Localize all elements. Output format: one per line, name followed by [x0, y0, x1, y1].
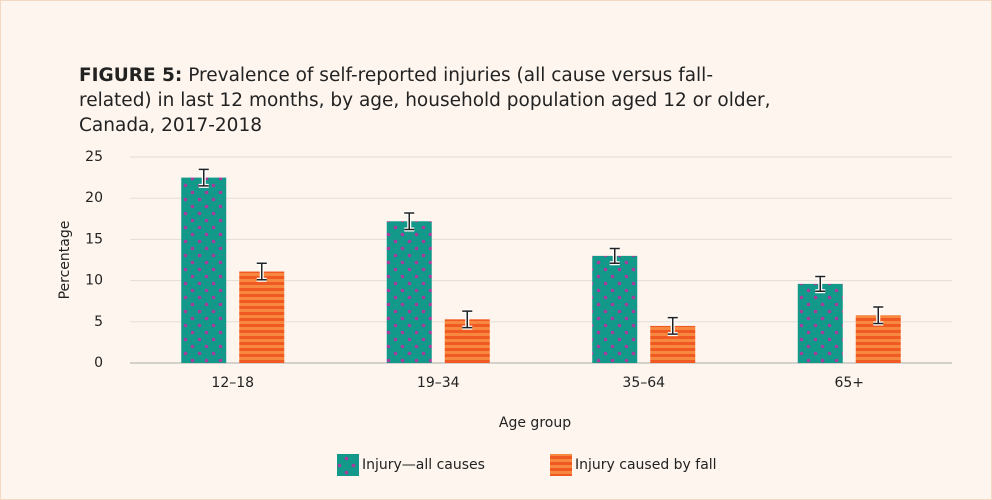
error-bar — [462, 310, 473, 329]
legend-label: Injury—all causes — [362, 457, 485, 473]
legend-swatch — [337, 454, 359, 476]
legend-label: Injury caused by fall — [575, 457, 717, 473]
y-tick-label: 10 — [85, 273, 103, 289]
title-text: Prevalence of self-reported injuries (al… — [79, 65, 771, 136]
x-tick-label: 19–34 — [417, 375, 460, 391]
y-tick-label: 0 — [94, 355, 103, 371]
y-axis-label: Percentage — [57, 221, 73, 300]
x-tick-label: 65+ — [834, 375, 864, 391]
error-bar — [404, 212, 415, 231]
bar — [592, 255, 638, 363]
y-tick-label: 15 — [85, 231, 103, 247]
figure-label: FIGURE 5: — [79, 65, 183, 86]
x-tick-label: 12–18 — [211, 375, 254, 391]
x-tick-label: 35–64 — [622, 375, 665, 391]
y-tick-label: 5 — [94, 314, 103, 330]
y-tick-label: 25 — [85, 149, 103, 165]
bar — [386, 221, 432, 363]
error-bar — [815, 275, 826, 293]
bar — [239, 271, 285, 363]
error-bar — [256, 262, 267, 281]
error-bar — [667, 316, 678, 335]
error-bar — [198, 168, 209, 187]
x-axis-label: Age group — [499, 415, 571, 431]
error-bar — [609, 247, 620, 265]
bar — [181, 177, 227, 363]
error-bar — [873, 306, 884, 325]
y-tick-label: 20 — [85, 190, 103, 206]
chart-title: FIGURE 5: Prevalence of self-reported in… — [79, 63, 779, 138]
legend-swatch — [550, 454, 572, 476]
bar — [797, 283, 843, 363]
